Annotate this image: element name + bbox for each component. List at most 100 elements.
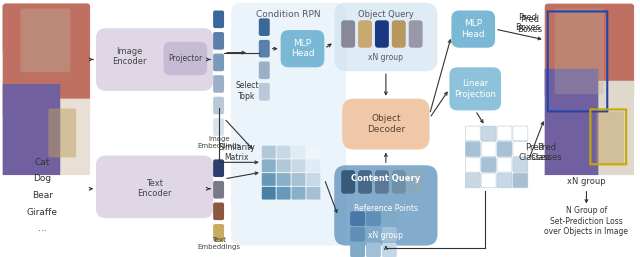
FancyBboxPatch shape	[513, 173, 528, 188]
FancyBboxPatch shape	[307, 146, 321, 158]
FancyBboxPatch shape	[342, 99, 429, 150]
FancyBboxPatch shape	[545, 69, 598, 175]
FancyBboxPatch shape	[259, 61, 269, 79]
FancyBboxPatch shape	[392, 20, 406, 48]
Text: Projector: Projector	[168, 54, 202, 63]
FancyBboxPatch shape	[259, 40, 269, 58]
FancyBboxPatch shape	[513, 126, 528, 141]
Text: Object Query: Object Query	[358, 10, 414, 19]
FancyBboxPatch shape	[292, 146, 305, 158]
Text: Pred
Boxes: Pred Boxes	[515, 13, 540, 32]
FancyBboxPatch shape	[276, 146, 291, 158]
Text: Linear
Projection: Linear Projection	[454, 79, 496, 99]
FancyBboxPatch shape	[307, 187, 321, 199]
FancyBboxPatch shape	[497, 158, 512, 172]
FancyBboxPatch shape	[513, 158, 528, 172]
FancyBboxPatch shape	[366, 243, 381, 257]
FancyBboxPatch shape	[555, 8, 604, 94]
Text: Text
Embeddings: Text Embeddings	[198, 236, 241, 250]
FancyBboxPatch shape	[213, 159, 224, 177]
FancyBboxPatch shape	[259, 18, 269, 36]
FancyBboxPatch shape	[375, 170, 389, 194]
FancyBboxPatch shape	[96, 155, 213, 218]
FancyBboxPatch shape	[366, 227, 381, 242]
FancyBboxPatch shape	[292, 173, 305, 186]
FancyBboxPatch shape	[213, 118, 224, 136]
FancyBboxPatch shape	[3, 84, 60, 175]
FancyBboxPatch shape	[382, 243, 397, 257]
Text: Pred
Classes: Pred Classes	[519, 143, 550, 162]
FancyBboxPatch shape	[213, 224, 224, 242]
FancyBboxPatch shape	[465, 173, 480, 188]
FancyBboxPatch shape	[3, 4, 90, 117]
FancyBboxPatch shape	[213, 203, 224, 220]
Text: xN group: xN group	[369, 53, 403, 62]
FancyBboxPatch shape	[497, 126, 512, 141]
Text: Image
Encoder: Image Encoder	[113, 47, 147, 66]
FancyBboxPatch shape	[213, 75, 224, 93]
FancyBboxPatch shape	[366, 211, 381, 226]
FancyBboxPatch shape	[481, 158, 496, 172]
FancyBboxPatch shape	[451, 11, 495, 48]
FancyBboxPatch shape	[465, 158, 480, 172]
FancyBboxPatch shape	[497, 173, 512, 188]
FancyBboxPatch shape	[513, 142, 528, 157]
FancyBboxPatch shape	[281, 30, 324, 67]
Text: Text
Encoder: Text Encoder	[138, 179, 172, 198]
FancyBboxPatch shape	[231, 3, 346, 246]
FancyBboxPatch shape	[497, 142, 512, 157]
Text: Cat: Cat	[35, 158, 50, 167]
FancyBboxPatch shape	[49, 108, 76, 158]
FancyBboxPatch shape	[3, 99, 90, 175]
FancyBboxPatch shape	[350, 211, 365, 226]
FancyBboxPatch shape	[341, 20, 355, 48]
FancyBboxPatch shape	[20, 8, 70, 72]
FancyBboxPatch shape	[292, 159, 305, 172]
FancyBboxPatch shape	[350, 243, 365, 257]
Text: xN group: xN group	[369, 231, 403, 240]
FancyBboxPatch shape	[465, 142, 480, 157]
FancyBboxPatch shape	[409, 20, 422, 48]
FancyBboxPatch shape	[465, 126, 480, 141]
FancyBboxPatch shape	[259, 83, 269, 100]
FancyBboxPatch shape	[375, 20, 389, 48]
FancyBboxPatch shape	[292, 187, 305, 199]
Text: Select
Topk: Select Topk	[235, 81, 259, 100]
FancyBboxPatch shape	[213, 11, 224, 28]
FancyBboxPatch shape	[96, 28, 213, 91]
FancyBboxPatch shape	[545, 81, 634, 175]
FancyBboxPatch shape	[358, 170, 372, 194]
FancyBboxPatch shape	[3, 4, 90, 53]
Text: Dog: Dog	[33, 175, 51, 183]
Text: Bear: Bear	[32, 191, 53, 200]
FancyBboxPatch shape	[341, 170, 355, 194]
FancyBboxPatch shape	[262, 187, 276, 199]
FancyBboxPatch shape	[276, 187, 291, 199]
FancyBboxPatch shape	[213, 97, 224, 114]
FancyBboxPatch shape	[276, 159, 291, 172]
FancyBboxPatch shape	[334, 165, 438, 246]
Text: N Group of
Set-Prediction Loss
over Objects in Image: N Group of Set-Prediction Loss over Obje…	[545, 206, 628, 236]
Text: Giraffe: Giraffe	[27, 208, 58, 217]
Text: MLP
Head: MLP Head	[291, 39, 314, 58]
Text: Image
Embeddings: Image Embeddings	[198, 136, 241, 149]
FancyBboxPatch shape	[545, 4, 634, 98]
FancyBboxPatch shape	[213, 181, 224, 199]
Text: MLP
Head: MLP Head	[461, 19, 485, 39]
FancyBboxPatch shape	[334, 3, 438, 71]
FancyBboxPatch shape	[382, 211, 397, 226]
FancyBboxPatch shape	[213, 32, 224, 50]
FancyBboxPatch shape	[382, 227, 397, 242]
Text: Object
Decoder: Object Decoder	[367, 114, 405, 134]
FancyBboxPatch shape	[262, 146, 276, 158]
FancyBboxPatch shape	[409, 170, 422, 194]
Text: xN group: xN group	[567, 177, 605, 186]
FancyBboxPatch shape	[596, 111, 624, 165]
FancyBboxPatch shape	[449, 67, 501, 111]
FancyBboxPatch shape	[307, 173, 321, 186]
Text: ...: ...	[38, 224, 47, 233]
FancyBboxPatch shape	[307, 159, 321, 172]
FancyBboxPatch shape	[213, 54, 224, 71]
FancyBboxPatch shape	[350, 227, 365, 242]
Text: Similarity
Matrix: Similarity Matrix	[218, 143, 255, 162]
